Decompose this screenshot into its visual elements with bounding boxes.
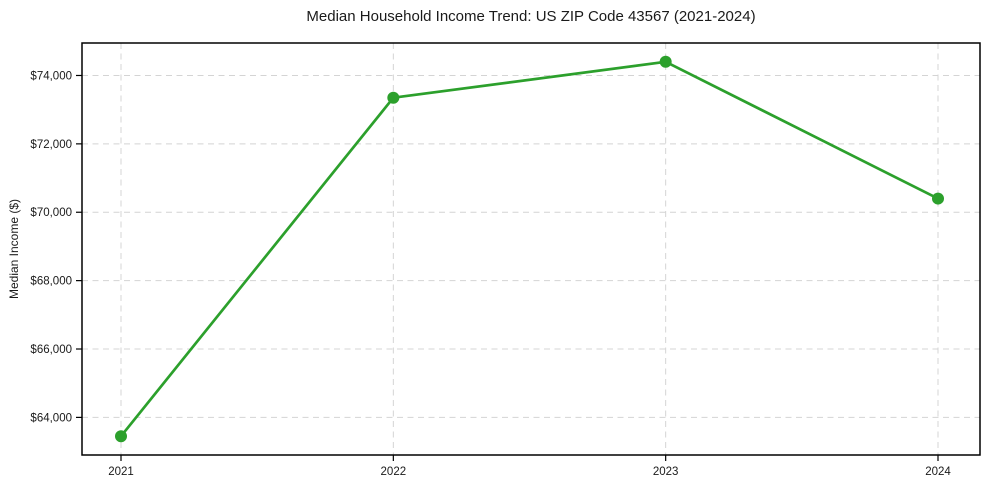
x-tick-label: 2024 [925, 466, 951, 478]
x-tick-label: 2023 [653, 466, 679, 478]
y-tick-label: $70,000 [30, 207, 72, 219]
x-tick-label: 2021 [108, 466, 134, 478]
data-point-marker [115, 430, 127, 443]
data-point-marker [659, 55, 672, 68]
y-tick-label: $66,000 [30, 344, 72, 356]
chart-title: Median Household Income Trend: US ZIP Co… [306, 8, 756, 25]
y-tick-label: $64,000 [30, 412, 72, 424]
x-tick-label: 2022 [381, 466, 407, 478]
data-point-marker [932, 192, 944, 205]
y-tick-label: $72,000 [30, 139, 72, 151]
y-tick-label: $68,000 [30, 276, 72, 288]
y-tick-label: $74,000 [30, 70, 72, 82]
trend-line [119, 60, 940, 438]
plot-border [81, 42, 981, 456]
data-point-marker [387, 91, 400, 104]
